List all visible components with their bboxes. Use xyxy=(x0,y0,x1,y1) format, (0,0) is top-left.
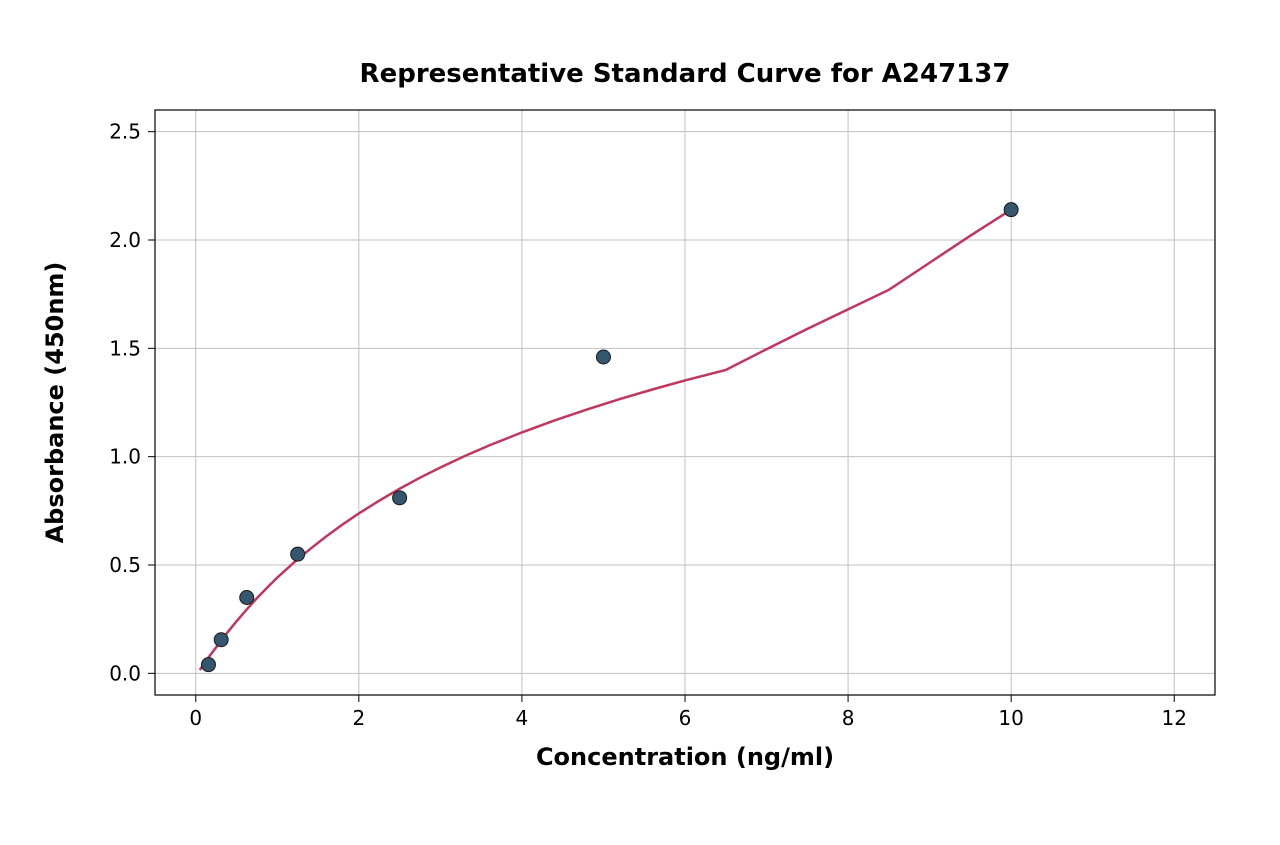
y-tick-label: 2.0 xyxy=(109,228,141,252)
x-tick-label: 8 xyxy=(842,706,855,730)
data-point xyxy=(214,633,228,647)
y-axis-label: Absorbance (450nm) xyxy=(41,262,69,544)
x-tick-label: 0 xyxy=(189,706,202,730)
x-tick-label: 6 xyxy=(679,706,692,730)
y-tick-label: 1.0 xyxy=(109,445,141,469)
x-tick-label: 2 xyxy=(352,706,365,730)
chart-title: Representative Standard Curve for A24713… xyxy=(360,59,1011,89)
x-tick-label: 10 xyxy=(998,706,1023,730)
data-point xyxy=(201,658,215,672)
x-tick-label: 4 xyxy=(516,706,529,730)
data-point xyxy=(240,591,254,605)
data-point xyxy=(291,547,305,561)
standard-curve-chart: 0 2 4 6 8 10 12 0.0 0.5 1.0 1.5 2.0 2.5 Representat… xyxy=(0,0,1280,845)
x-axis-label: Concentration (ng/ml) xyxy=(536,743,834,771)
y-tick-label: 2.5 xyxy=(109,120,141,144)
y-tick-label: 0.0 xyxy=(109,661,141,685)
y-ticks: 0.0 0.5 1.0 1.5 2.0 2.5 xyxy=(109,120,155,686)
x-tick-label: 12 xyxy=(1162,706,1187,730)
x-ticks: 0 2 4 6 8 10 12 xyxy=(189,695,1187,730)
chart-container: 0 2 4 6 8 10 12 0.0 0.5 1.0 1.5 2.0 2.5 Representat… xyxy=(0,0,1280,845)
y-tick-label: 0.5 xyxy=(109,553,141,577)
data-point xyxy=(1004,203,1018,217)
data-point xyxy=(393,491,407,505)
y-tick-label: 1.5 xyxy=(109,336,141,360)
data-point xyxy=(596,350,610,364)
